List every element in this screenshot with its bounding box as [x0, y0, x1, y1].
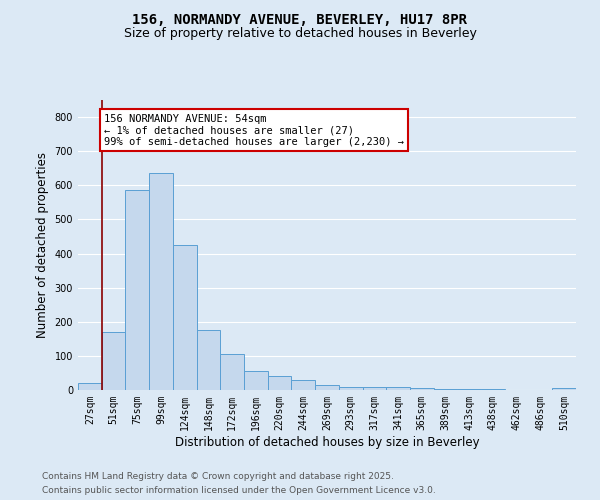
Bar: [78, 383, 102, 390]
Bar: [125, 190, 149, 390]
Bar: [268, 376, 292, 390]
Bar: [244, 371, 268, 390]
Bar: [362, 386, 386, 390]
Bar: [315, 385, 339, 390]
Bar: [197, 330, 220, 390]
Bar: [173, 245, 197, 390]
Text: Contains HM Land Registry data © Crown copyright and database right 2025.: Contains HM Land Registry data © Crown c…: [42, 472, 394, 481]
X-axis label: Distribution of detached houses by size in Beverley: Distribution of detached houses by size …: [175, 436, 479, 448]
Bar: [457, 389, 481, 390]
Bar: [552, 388, 576, 390]
Text: 156, NORMANDY AVENUE, BEVERLEY, HU17 8PR: 156, NORMANDY AVENUE, BEVERLEY, HU17 8PR: [133, 12, 467, 26]
Y-axis label: Number of detached properties: Number of detached properties: [36, 152, 49, 338]
Bar: [292, 380, 315, 390]
Bar: [149, 174, 173, 390]
Bar: [339, 386, 362, 390]
Text: 156 NORMANDY AVENUE: 54sqm
← 1% of detached houses are smaller (27)
99% of semi-: 156 NORMANDY AVENUE: 54sqm ← 1% of detac…: [104, 114, 404, 147]
Text: Size of property relative to detached houses in Beverley: Size of property relative to detached ho…: [124, 28, 476, 40]
Bar: [434, 388, 457, 390]
Bar: [102, 332, 125, 390]
Bar: [386, 388, 410, 390]
Text: Contains public sector information licensed under the Open Government Licence v3: Contains public sector information licen…: [42, 486, 436, 495]
Bar: [410, 388, 434, 390]
Bar: [220, 354, 244, 390]
